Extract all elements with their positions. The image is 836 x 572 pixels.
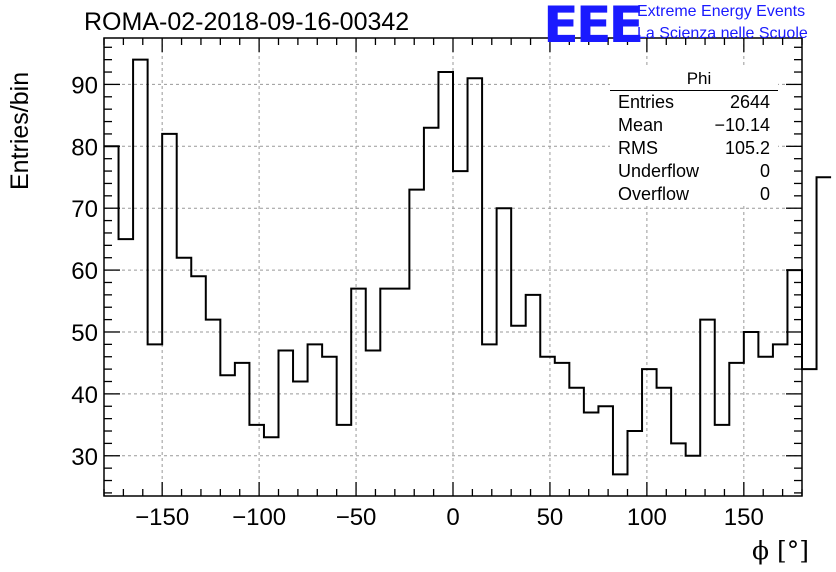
- stats-value: 0: [759, 184, 770, 204]
- eee-logo: EEE: [543, 0, 644, 54]
- stats-label: Mean: [618, 115, 664, 135]
- x-tick-label: −100: [232, 504, 286, 531]
- x-tick-label: 50: [537, 504, 564, 531]
- stats-value: 0: [759, 161, 770, 181]
- stats-label: Overflow: [618, 184, 690, 204]
- stats-row-mean: Mean −10.14: [610, 114, 778, 137]
- stats-label: Entries: [618, 92, 675, 112]
- histogram-step-line: [104, 58, 832, 476]
- logo-line-2: La Scienza nelle Scuole: [637, 25, 808, 42]
- x-tick-label: 100: [627, 504, 667, 531]
- stats-value: −10.14: [714, 115, 770, 135]
- stats-row-entries: Entries 2644: [610, 91, 778, 114]
- x-tick-label: −50: [336, 504, 377, 531]
- axis-ticks: [103, 38, 803, 496]
- y-tick-label: 60: [71, 258, 98, 285]
- y-tick-label: 50: [71, 320, 98, 347]
- run-title: ROMA-02-2018-09-16-00342: [84, 8, 410, 36]
- stats-label: RMS: [618, 138, 658, 158]
- stats-box: Phi Entries 2644 Mean −10.14 RMS 105.2 U…: [610, 68, 778, 206]
- y-tick-label: 90: [71, 72, 98, 99]
- y-axis-label: Entries/bin: [6, 71, 34, 190]
- stats-row-rms: RMS 105.2: [610, 137, 778, 160]
- x-tick-label: −150: [135, 504, 189, 531]
- y-tick-label: 70: [71, 196, 98, 223]
- stats-row-underflow: Underflow 0: [610, 160, 778, 183]
- y-tick-label: 40: [71, 382, 98, 409]
- x-tick-label: 150: [724, 504, 764, 531]
- x-tick-label: 0: [446, 504, 459, 531]
- logo-line-1: Extreme Energy Events: [637, 3, 806, 20]
- y-tick-label: 80: [71, 134, 98, 161]
- y-tick-label: 30: [71, 444, 98, 471]
- stats-value: 105.2: [724, 138, 770, 158]
- stats-title: Phi: [610, 68, 778, 91]
- x-axis-label: ϕ [°]: [752, 536, 809, 565]
- stats-row-overflow: Overflow 0: [610, 183, 778, 206]
- tick-labels: −150 −100 −50 0 50 100 150 30 40 50 60 70 80 90: [71, 72, 764, 531]
- stats-label: Underflow: [618, 161, 700, 181]
- stats-value: 2644: [729, 92, 770, 112]
